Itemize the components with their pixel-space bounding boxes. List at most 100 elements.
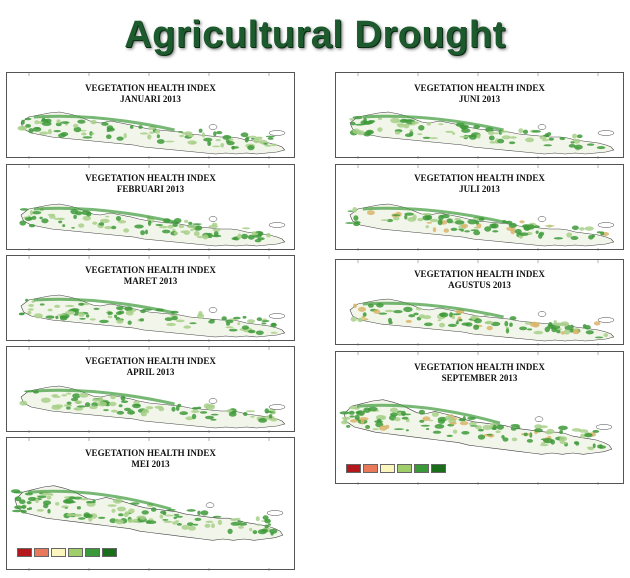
legend-swatch	[363, 464, 378, 473]
vegetation-patch	[28, 128, 34, 134]
vegetation-patch	[269, 528, 278, 534]
vegetation-patch	[413, 312, 419, 316]
vegetation-patch	[438, 312, 446, 317]
vegetation-patch	[341, 420, 348, 425]
vegetation-patch	[92, 398, 102, 402]
map-month: JULI 2013	[459, 184, 500, 194]
vegetation-patch	[105, 215, 110, 218]
vegetation-patch	[443, 228, 449, 233]
vegetation-patch	[509, 136, 517, 139]
vegetation-patch	[248, 135, 257, 138]
vegetation-patch	[215, 131, 223, 135]
vegetation-patch	[600, 231, 605, 236]
vegetation-patch	[121, 400, 129, 403]
vegetation-patch	[116, 311, 122, 315]
vegetation-patch	[349, 118, 354, 121]
vegetation-patch	[365, 120, 374, 125]
vegetation-patch	[426, 121, 431, 126]
vegetation-patch	[347, 210, 354, 212]
vegetation-patch	[486, 325, 493, 331]
vegetation-patch	[238, 525, 244, 529]
vegetation-patch	[592, 429, 600, 433]
map-month: MEI 2013	[131, 459, 170, 469]
map-panel-februari: VEGETATION HEALTH INDEX FEBRUARI 2013	[6, 164, 295, 251]
vegetation-patch	[243, 412, 248, 416]
vegetation-patch	[39, 216, 43, 220]
vegetation-patch	[449, 422, 457, 425]
vegetation-patch	[124, 407, 131, 412]
vegetation-patch	[437, 319, 442, 322]
vegetation-patch	[78, 392, 89, 398]
vegetation-patch	[394, 131, 401, 135]
vegetation-patch	[179, 134, 185, 138]
vegetation-patch	[175, 515, 184, 518]
vegetation-patch	[203, 137, 213, 142]
vegetation-patch	[394, 417, 401, 422]
vegetation-patch	[502, 221, 510, 223]
map-frame	[17, 73, 286, 159]
map-feature	[208, 307, 218, 313]
vegetation-patch	[106, 134, 112, 139]
vegetation-patch	[422, 212, 432, 216]
vegetation-patch	[173, 516, 177, 520]
vegetation-patch	[488, 135, 495, 141]
vegetation-patch	[66, 392, 72, 395]
vegetation-patch	[393, 310, 403, 314]
vegetation-patch	[409, 129, 414, 132]
vegetation-patch	[509, 316, 517, 321]
vegetation-patch	[225, 326, 234, 329]
vegetation-patch	[197, 510, 201, 516]
vegetation-patch	[393, 216, 400, 221]
vegetation-patch	[199, 411, 208, 414]
vegetation-patch	[47, 128, 52, 135]
vegetation-patch	[176, 523, 182, 526]
madura-island-shape	[268, 404, 286, 410]
map-frame	[19, 165, 286, 251]
vegetation-patch	[213, 131, 217, 137]
madura-island-shape	[268, 222, 286, 228]
map-month: JANUARI 2013	[120, 94, 181, 104]
vegetation-patch	[586, 143, 595, 146]
vegetation-patch	[63, 404, 73, 407]
vegetation-patch	[237, 322, 241, 326]
legend-swatch	[431, 464, 446, 473]
vegetation-patch	[222, 135, 232, 140]
vegetation-patch	[147, 220, 152, 226]
map-heading: VEGETATION HEALTH INDEX	[85, 173, 216, 183]
vegetation-patch	[505, 328, 510, 334]
vegetation-patch	[177, 131, 183, 133]
vegetation-patch	[384, 309, 394, 313]
vegetation-patch	[569, 328, 574, 333]
vegetation-patch	[505, 326, 510, 329]
madura-island-shape	[597, 317, 615, 323]
vegetation-patch	[228, 328, 238, 332]
vegetation-patch	[127, 519, 134, 523]
vegetation-patch	[226, 409, 233, 413]
vegetation-patch	[438, 123, 444, 126]
vegetation-patch	[529, 321, 539, 327]
vegetation-patch	[77, 119, 86, 124]
vegetation-patch	[19, 208, 29, 211]
vegetation-patch	[458, 318, 463, 322]
vegetation-patch	[493, 132, 499, 135]
vegetation-patch	[18, 313, 25, 316]
vegetation-patch	[469, 425, 478, 427]
vegetation-patch	[245, 410, 256, 413]
vegetation-patch	[348, 410, 355, 415]
vegetation-patch	[228, 411, 237, 417]
map-heading: VEGETATION HEALTH INDEX	[85, 265, 216, 275]
vegetation-patch	[535, 230, 539, 234]
vegetation-patch	[548, 137, 554, 141]
vegetation-patch	[156, 139, 165, 144]
vegetation-patch	[514, 229, 522, 234]
map-heading: VEGETATION HEALTH INDEX	[414, 269, 545, 279]
vegetation-patch	[107, 504, 117, 507]
vegetation-patch	[66, 513, 75, 517]
vegetation-patch	[64, 304, 75, 308]
vegetation-patch	[264, 524, 269, 529]
vegetation-patch	[134, 224, 144, 229]
java-island-shape	[349, 203, 615, 247]
vegetation-patch	[393, 428, 404, 430]
vegetation-patch	[492, 230, 499, 233]
vegetation-patch	[438, 214, 444, 221]
